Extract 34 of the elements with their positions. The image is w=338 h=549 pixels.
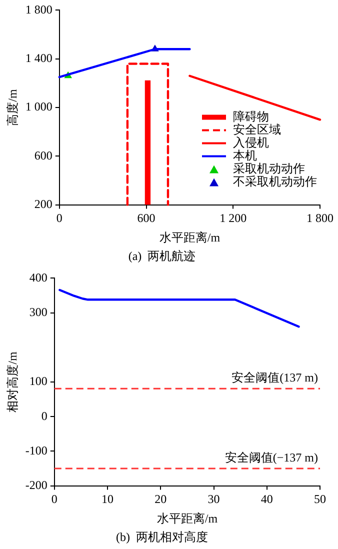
- legend-label: 本机: [233, 148, 257, 162]
- y-tick-label: 1 400: [25, 51, 52, 66]
- ref-line-label: 安全阈值(137 m): [232, 370, 318, 385]
- text: (b) 两机相对高度: [116, 530, 208, 544]
- x-tick-label: 600: [137, 211, 156, 226]
- y-tick-label: 600: [34, 148, 52, 162]
- x-tick-label: 50: [314, 492, 326, 506]
- x-tick-label: 20: [154, 492, 167, 506]
- y-tick-label: 100: [29, 374, 48, 388]
- legend-label: 不采取机动动作: [233, 174, 317, 188]
- x-tick-label: 10: [102, 492, 114, 506]
- x-axis-title: 水平距离/m: [159, 230, 221, 245]
- y-axis-title: 相对高度/m: [5, 351, 20, 412]
- y-tick-label: 400: [29, 270, 48, 284]
- ref-line-label: 安全阈值(−137 m): [224, 450, 318, 465]
- text: (a) 两机航迹: [128, 248, 196, 263]
- x-tick-label: 30: [208, 492, 220, 506]
- y-tick-label: 0: [41, 408, 48, 423]
- legend-label: 采取机动动作: [233, 161, 305, 176]
- legend-label: 障碍物: [233, 109, 269, 124]
- x-tick-label: 0: [56, 211, 62, 226]
- x-tick-label: 40: [260, 492, 273, 506]
- x-axis-title: 水平距离/m: [156, 512, 218, 526]
- y-axis-title: 高度/m: [5, 88, 20, 126]
- y-tick-label: 300: [29, 304, 48, 319]
- y-tick-label: -100: [25, 443, 48, 458]
- x-tick-label: 1 800: [306, 211, 334, 226]
- legend-label: 入侵机: [233, 135, 269, 150]
- legend-label: 安全区域: [233, 122, 281, 136]
- y-tick-label: 1 000: [25, 100, 52, 114]
- y-tick-label: 1 800: [25, 2, 52, 16]
- x-tick-label: 1 200: [220, 211, 247, 226]
- y-tick-label: -200: [25, 478, 48, 492]
- y-tick-label: 200: [34, 196, 52, 211]
